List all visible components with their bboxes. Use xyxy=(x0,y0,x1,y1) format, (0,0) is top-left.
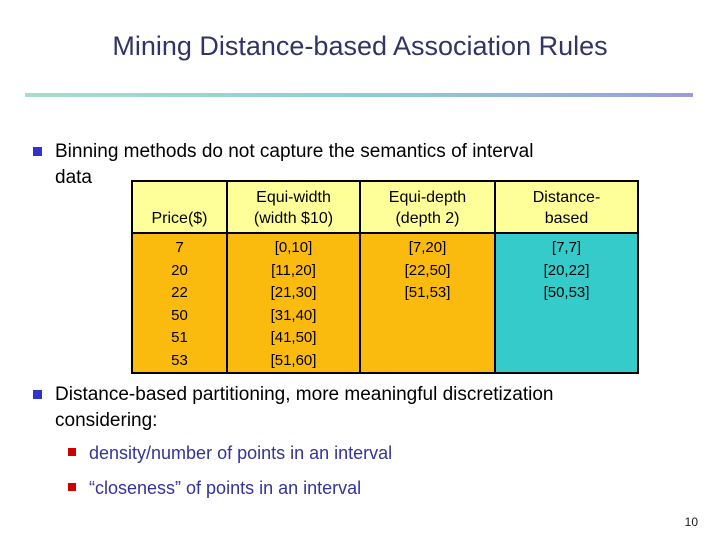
title-divider-rule xyxy=(25,93,693,97)
header-line: (depth 2) xyxy=(395,210,460,227)
sub-bullet-text: “closeness” of points in an interval xyxy=(89,478,362,498)
header-line: based xyxy=(544,210,589,227)
table-cell: 51 xyxy=(171,329,188,346)
header-line: Price($) xyxy=(151,210,208,227)
table-column-equi-depth: Equi-depth (depth 2) [7,20] [22,50] [51,… xyxy=(361,182,496,372)
blue-square-bullet-icon xyxy=(33,147,42,156)
blue-square-bullet-icon xyxy=(33,390,42,399)
sub-bullet-text: density/number of points in an interval xyxy=(89,443,393,463)
table-cell xyxy=(496,327,637,350)
table-cell: [31,40] xyxy=(270,306,317,324)
table-body-price: 7 20 22 50 51 53 xyxy=(133,234,226,372)
bullet-line: Distance-based partitioning, more meanin… xyxy=(55,384,554,405)
bullet-line: data xyxy=(55,167,92,188)
table-body-equi-width: [0,10] [11,20] [21,30] [31,40] [41,50] [… xyxy=(228,234,359,372)
table-body-equi-depth: [7,20] [22,50] [51,53] xyxy=(361,234,494,372)
table-cell: [51,60] xyxy=(270,351,317,369)
bullet-line: considering: xyxy=(55,410,158,431)
table-cell: [7,20] xyxy=(408,239,447,256)
table-cell: 7 xyxy=(175,239,184,256)
table-cell xyxy=(361,327,494,350)
page-number: 10 xyxy=(684,515,698,529)
table-header-equi-width: Equi-width (width $10) xyxy=(228,182,359,234)
table-cell: [51,53] xyxy=(404,284,451,301)
table-cell: [22,50] xyxy=(404,261,451,279)
bullet-line: Binning methods do not capture the seman… xyxy=(55,141,534,162)
sub-bullet-closeness: “closeness” of points in an interval xyxy=(68,476,392,500)
table-cell xyxy=(361,305,494,328)
table-column-equi-width: Equi-width (width $10) [0,10] [11,20] [2… xyxy=(228,182,361,372)
sub-bullet-density: density/number of points in an interval xyxy=(68,441,392,465)
table-cell: [21,30] xyxy=(270,284,317,301)
sub-bullet-list: density/number of points in an interval … xyxy=(68,441,392,511)
table-cell xyxy=(496,305,637,328)
table-cell: 20 xyxy=(171,261,188,279)
red-square-bullet-icon xyxy=(68,448,76,456)
table-cell: 50 xyxy=(171,306,188,324)
table-cell: [50,53] xyxy=(543,284,590,301)
red-square-bullet-icon xyxy=(68,483,76,491)
header-line: Equi-depth xyxy=(388,189,467,206)
header-line: Distance- xyxy=(532,189,601,206)
table-cell: [7,7] xyxy=(551,239,582,256)
table-cell xyxy=(496,350,637,373)
table-cell: 22 xyxy=(171,284,188,301)
table-header-equi-depth: Equi-depth (depth 2) xyxy=(361,182,494,234)
table-cell: [20,22] xyxy=(543,261,590,279)
header-line: (width $10) xyxy=(253,210,334,227)
table-body-distance-based: [7,7] [20,22] [50,53] xyxy=(496,234,637,372)
table-cell: 53 xyxy=(171,351,188,369)
bullet-distance-partitioning: Distance-based partitioning, more meanin… xyxy=(33,382,553,434)
bullet-binning-methods: Binning methods do not capture the seman… xyxy=(33,139,533,191)
bullet-text-block: Distance-based partitioning, more meanin… xyxy=(55,382,553,434)
bullet-text-block: Binning methods do not capture the seman… xyxy=(55,139,533,191)
table-header-distance-based: Distance- based xyxy=(496,182,637,234)
table-column-distance-based: Distance- based [7,7] [20,22] [50,53] xyxy=(496,182,637,372)
table-column-price: Price($) 7 20 22 50 51 53 xyxy=(133,182,228,372)
table-cell: [11,20] xyxy=(271,261,316,279)
table-cell: [41,50] xyxy=(270,329,317,346)
table-cell: [0,10] xyxy=(274,239,313,256)
binning-comparison-table: Price($) 7 20 22 50 51 53 Equi-width (wi… xyxy=(131,180,639,374)
slide-title: Mining Distance-based Association Rules xyxy=(112,31,608,61)
header-line: Equi-width xyxy=(256,189,331,206)
table-cell xyxy=(361,350,494,373)
table-header-price: Price($) xyxy=(133,182,226,234)
